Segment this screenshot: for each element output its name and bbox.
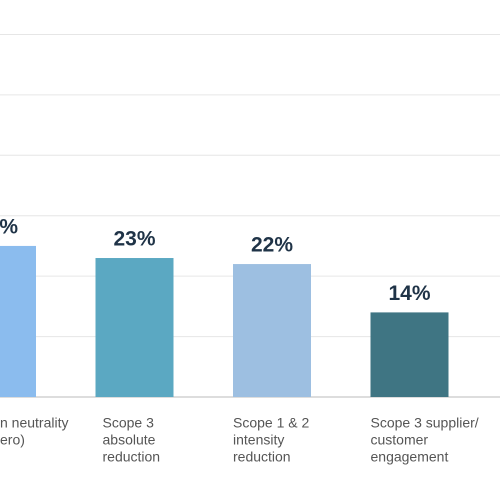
- category-label: customer: [371, 432, 429, 448]
- category-label: absolute: [103, 432, 156, 448]
- category-label: n neutrality: [0, 415, 68, 431]
- value-label: 23%: [113, 228, 155, 251]
- bar: [0, 245, 36, 397]
- bar: [370, 312, 449, 397]
- category-label: reduction: [233, 449, 291, 465]
- category-label: Scope 1 & 2: [233, 415, 309, 431]
- value-label: 14%: [388, 282, 430, 305]
- bar: [95, 258, 174, 397]
- category-label: reduction: [103, 449, 161, 465]
- value-label: 22%: [251, 234, 293, 257]
- bar: [233, 264, 311, 397]
- category-label: Scope 3: [103, 415, 155, 431]
- category-label: engagement: [371, 449, 449, 465]
- category-label: ero): [0, 432, 25, 448]
- category-label: intensity: [233, 432, 284, 448]
- value-label: 25%: [0, 215, 18, 238]
- category-label: Scope 3 supplier/: [371, 415, 479, 431]
